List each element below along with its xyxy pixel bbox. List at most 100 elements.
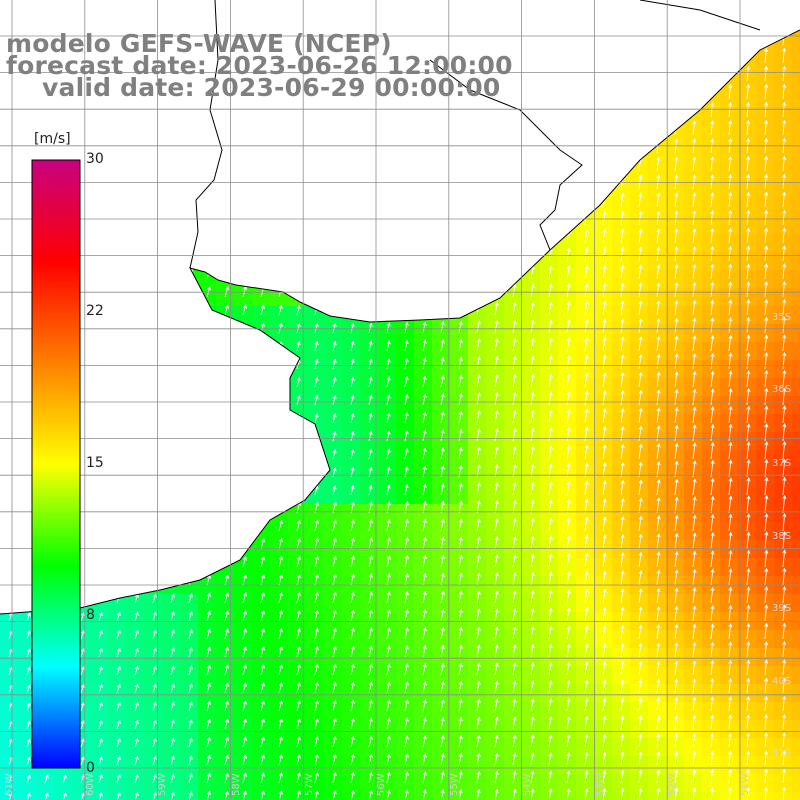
speed-cell (468, 522, 487, 541)
speed-cell (396, 558, 415, 577)
wind-arrow (242, 556, 248, 568)
wind-arrow (620, 534, 625, 550)
speed-cell (252, 666, 271, 685)
wind-arrow (512, 590, 517, 604)
speed-cell (162, 684, 181, 703)
speed-cell (594, 360, 613, 379)
speed-cell (558, 720, 577, 739)
wind-arrow (512, 716, 517, 730)
wind-arrow (404, 753, 409, 766)
wind-arrow (314, 771, 319, 784)
wind-arrow (170, 719, 175, 730)
wind-arrow (368, 376, 373, 388)
speed-cell (432, 324, 451, 343)
speed-cell (684, 450, 703, 469)
wind-arrow (386, 609, 391, 622)
wind-arrow (296, 322, 301, 334)
speed-cell (522, 288, 541, 307)
wind-arrow (746, 786, 751, 800)
wind-arrow (584, 354, 589, 370)
wind-arrow (728, 209, 733, 226)
speed-cell (594, 486, 613, 505)
speed-cell (450, 594, 469, 613)
wind-arrow (782, 101, 787, 118)
wind-arrow (710, 263, 715, 280)
wind-arrow (242, 628, 247, 640)
speed-cell (756, 270, 775, 289)
wind-arrow (782, 423, 787, 442)
wind-arrow (602, 282, 607, 298)
speed-cell (396, 702, 415, 721)
wind-arrow (530, 409, 535, 424)
speed-cell (360, 432, 379, 451)
speed-cell (72, 792, 91, 800)
wind-arrow (260, 664, 265, 676)
wind-arrow (764, 263, 769, 280)
wind-arrow (602, 606, 607, 622)
wind-arrow (476, 752, 481, 766)
speed-cell (684, 144, 703, 163)
wind-arrow (188, 737, 193, 748)
wind-arrow (692, 406, 697, 424)
speed-cell (468, 702, 487, 721)
speed-cell (126, 756, 145, 775)
speed-cell (540, 324, 559, 343)
speed-cell (216, 738, 235, 757)
speed-cell (666, 486, 685, 505)
wind-arrow (620, 751, 625, 766)
speed-cell (432, 432, 451, 451)
speed-cell (414, 648, 433, 667)
speed-cell (576, 792, 595, 800)
wind-arrow (710, 210, 715, 226)
speed-cell (684, 720, 703, 739)
speed-cell (648, 216, 667, 235)
speed-cell (324, 774, 343, 793)
wind-arrow (602, 625, 607, 640)
wind-arrow (728, 441, 733, 460)
speed-cell (774, 198, 793, 217)
speed-cell (702, 720, 721, 739)
speed-cell (774, 756, 793, 775)
wind-arrow (764, 245, 769, 262)
wind-arrow (602, 390, 607, 406)
wind-arrow (656, 300, 661, 316)
wind-arrow (350, 735, 355, 748)
speed-cell (630, 450, 649, 469)
speed-cell (792, 414, 800, 433)
speed-cell (324, 738, 343, 757)
wind-arrow (98, 665, 103, 676)
speed-cell (648, 594, 667, 613)
speed-cell (648, 504, 667, 523)
wind-arrow (170, 737, 175, 748)
wind-arrow (152, 773, 157, 784)
speed-cell (504, 342, 523, 361)
speed-cell (306, 648, 325, 667)
speed-cell (360, 738, 379, 757)
wind-arrow (620, 407, 625, 424)
speed-cell (0, 684, 19, 703)
speed-cell (630, 540, 649, 559)
speed-cell (756, 198, 775, 217)
colorbar-tick-15: 15 (86, 455, 104, 471)
wind-arrow (458, 572, 463, 586)
wind-arrow (350, 771, 355, 784)
wind-arrow (260, 718, 265, 730)
speed-cell (468, 342, 487, 361)
wind-arrow (386, 518, 391, 532)
wind-arrow (746, 714, 751, 730)
wind-arrow (746, 586, 751, 604)
wind-arrow (710, 750, 715, 766)
speed-cell (648, 360, 667, 379)
speed-cell (540, 792, 559, 800)
wind-arrow (782, 494, 787, 514)
speed-cell (108, 774, 127, 793)
wind-arrow (602, 462, 607, 478)
wind-arrow (224, 772, 229, 784)
wind-arrow (566, 752, 571, 766)
wind-arrow (134, 773, 139, 784)
speed-cell (450, 756, 469, 775)
speed-cell (576, 648, 595, 667)
wind-arrow (386, 430, 391, 442)
wind-arrow (26, 684, 31, 694)
wind-arrow (512, 535, 517, 550)
